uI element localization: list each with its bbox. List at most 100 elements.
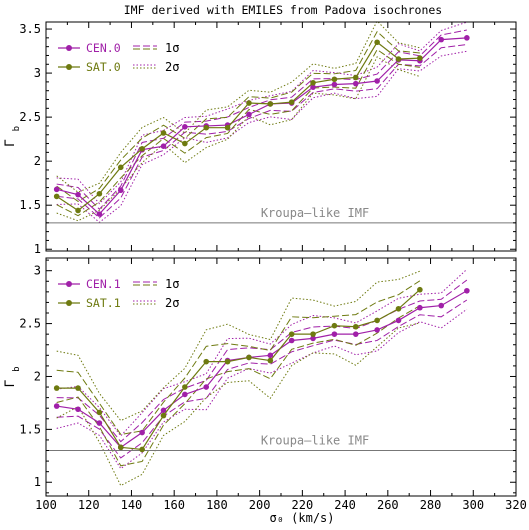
top-y-tick-label: 2 xyxy=(34,154,41,168)
bottom-legend-band2-label: 2σ xyxy=(165,296,179,310)
top-legend-band2-swatch xyxy=(133,64,157,69)
bottom-legend-label-sat: SAT.1 xyxy=(86,296,121,310)
bottom-cen1-point xyxy=(417,304,423,311)
x-tick-label: 140 xyxy=(121,498,143,512)
x-tick-label: 260 xyxy=(377,498,399,512)
top-cen0-point xyxy=(53,186,60,193)
bottom-cen1-point xyxy=(438,302,445,309)
bottom-panel-ticks: 1 1.5 2 2.5 3 xyxy=(19,258,517,496)
bottom-panel: Kroupa–like IMF 1 1.5 2 2.5 3 Γ b CEN.1 SAT.… xyxy=(3,257,517,497)
bottom-cen1-point xyxy=(352,331,359,337)
top-legend-label-sat: SAT.0 xyxy=(86,60,121,74)
top-y-axis-label: Γ b xyxy=(3,126,22,147)
bottom-sat1-point xyxy=(182,384,188,390)
top-y-tick-label: 1 xyxy=(34,242,41,256)
bottom-cen1-point xyxy=(203,384,210,390)
bottom-cen1-point xyxy=(464,287,470,294)
top-cen0-band1-lower xyxy=(56,44,467,219)
x-tick-label: 180 xyxy=(206,498,228,512)
top-panel-ticks: 1 1.5 2 2.5 3 3.5 xyxy=(19,22,517,256)
top-sat0-point xyxy=(117,164,124,171)
x-tick-label: 300 xyxy=(462,498,484,512)
x-tick-label: 160 xyxy=(163,498,185,512)
top-cen0-point xyxy=(438,36,445,43)
bottom-y-axis-label: Γ b xyxy=(3,366,22,387)
bottom-sat1-point xyxy=(224,358,231,365)
top-panel-series xyxy=(53,35,470,217)
top-cen0-band1-upper xyxy=(56,29,467,210)
top-sat0-point xyxy=(182,140,188,147)
bottom-cen1-point xyxy=(374,327,380,333)
x-tick-labels: 100 120 140 160 180 200 220 240 260 280 300 320 xyxy=(35,498,527,512)
x-tick-label: 220 xyxy=(292,498,314,512)
top-sat0-point xyxy=(331,76,338,83)
top-sat0-point xyxy=(139,146,145,152)
x-tick-label: 200 xyxy=(249,498,271,512)
top-cen0-point xyxy=(246,111,252,118)
bottom-sat1-point xyxy=(331,322,338,329)
top-cen0-point xyxy=(96,211,103,217)
bottom-cen1-point xyxy=(53,403,60,409)
bottom-panel-series xyxy=(53,286,470,453)
top-cen0-point xyxy=(310,84,316,90)
bottom-sat1-point xyxy=(139,446,145,453)
bottom-sat1-point xyxy=(352,323,359,330)
bottom-sat1-point xyxy=(395,305,402,312)
bottom-cen1-point xyxy=(96,420,103,426)
bottom-y-tick-label: 2 xyxy=(34,369,41,383)
bottom-y-tick-label: 1 xyxy=(34,475,41,489)
bottom-panel-frame xyxy=(45,257,517,497)
bottom-sat1-band1-lower xyxy=(56,305,421,467)
top-sat0-point xyxy=(246,100,252,106)
bottom-sat1-point xyxy=(267,357,274,364)
bottom-sat1-point xyxy=(160,412,167,419)
top-legend-band2-label: 2σ xyxy=(165,60,179,74)
bottom-legend-label-cen: CEN.1 xyxy=(86,277,121,291)
bottom-cen1-point xyxy=(288,337,295,344)
bottom-y-tick-label: 1.5 xyxy=(19,422,41,436)
bottom-legend-marker-cen xyxy=(66,281,72,287)
top-cen0-point xyxy=(182,124,188,130)
top-legend-band1-swatch xyxy=(133,45,157,50)
top-sat0-band2-lower xyxy=(56,56,421,222)
top-panel-bands xyxy=(56,20,468,224)
top-cen0-point xyxy=(117,187,124,194)
top-sat0-point xyxy=(203,124,210,131)
bottom-y-tick-label: 2.5 xyxy=(19,317,41,331)
x-tick-label: 120 xyxy=(78,498,100,512)
bottom-legend: CEN.1 SAT.1 1σ 2σ xyxy=(58,277,179,310)
bottom-reference-label: Kroupa–like IMF xyxy=(261,434,369,448)
top-legend-marker-sat xyxy=(66,64,72,70)
chart-title: IMF derived with EMILES from Padova isoc… xyxy=(124,3,443,17)
bottom-sat1-point xyxy=(417,286,423,293)
top-sat0-point xyxy=(288,99,295,105)
bottom-sat1-point xyxy=(117,444,124,451)
top-cen0-point xyxy=(75,191,81,198)
top-y-tick-label: 2.5 xyxy=(19,110,41,124)
top-cen0-point xyxy=(464,35,470,41)
bottom-cen1-point xyxy=(267,352,274,359)
top-sat0-point xyxy=(374,39,380,46)
top-sat0-band2-upper xyxy=(56,20,420,193)
bottom-cen1-line xyxy=(56,290,468,449)
top-y-axis-label-text: Γ xyxy=(3,139,18,147)
bottom-sat1-point xyxy=(96,409,103,416)
top-sat0-point xyxy=(417,55,423,61)
bottom-sat1-point xyxy=(246,354,252,361)
bottom-sat1-point xyxy=(203,358,210,365)
top-cen0-point xyxy=(160,143,167,149)
top-sat0-point xyxy=(75,207,81,214)
top-panel: Kroupa–like IMF 1 1.5 2 2.5 3 3.5 Γ b CEN.0 S… xyxy=(3,20,517,256)
top-legend-marker-cen xyxy=(66,45,72,51)
top-sat0-point xyxy=(352,74,359,81)
bottom-sat1-band2-lower xyxy=(56,322,420,487)
bottom-legend-band1-swatch xyxy=(133,281,157,286)
x-axis-label: σ₀ (km/s) xyxy=(269,511,334,525)
bottom-sat1-point xyxy=(374,317,380,324)
bottom-legend-marker-sat xyxy=(66,300,72,306)
bottom-cen1-point xyxy=(182,391,188,398)
top-sat0-band1-upper xyxy=(56,30,420,202)
top-cen0-band2-upper xyxy=(56,21,468,205)
bottom-sat1-point xyxy=(310,331,316,337)
top-y-tick-label: 3 xyxy=(34,66,41,80)
